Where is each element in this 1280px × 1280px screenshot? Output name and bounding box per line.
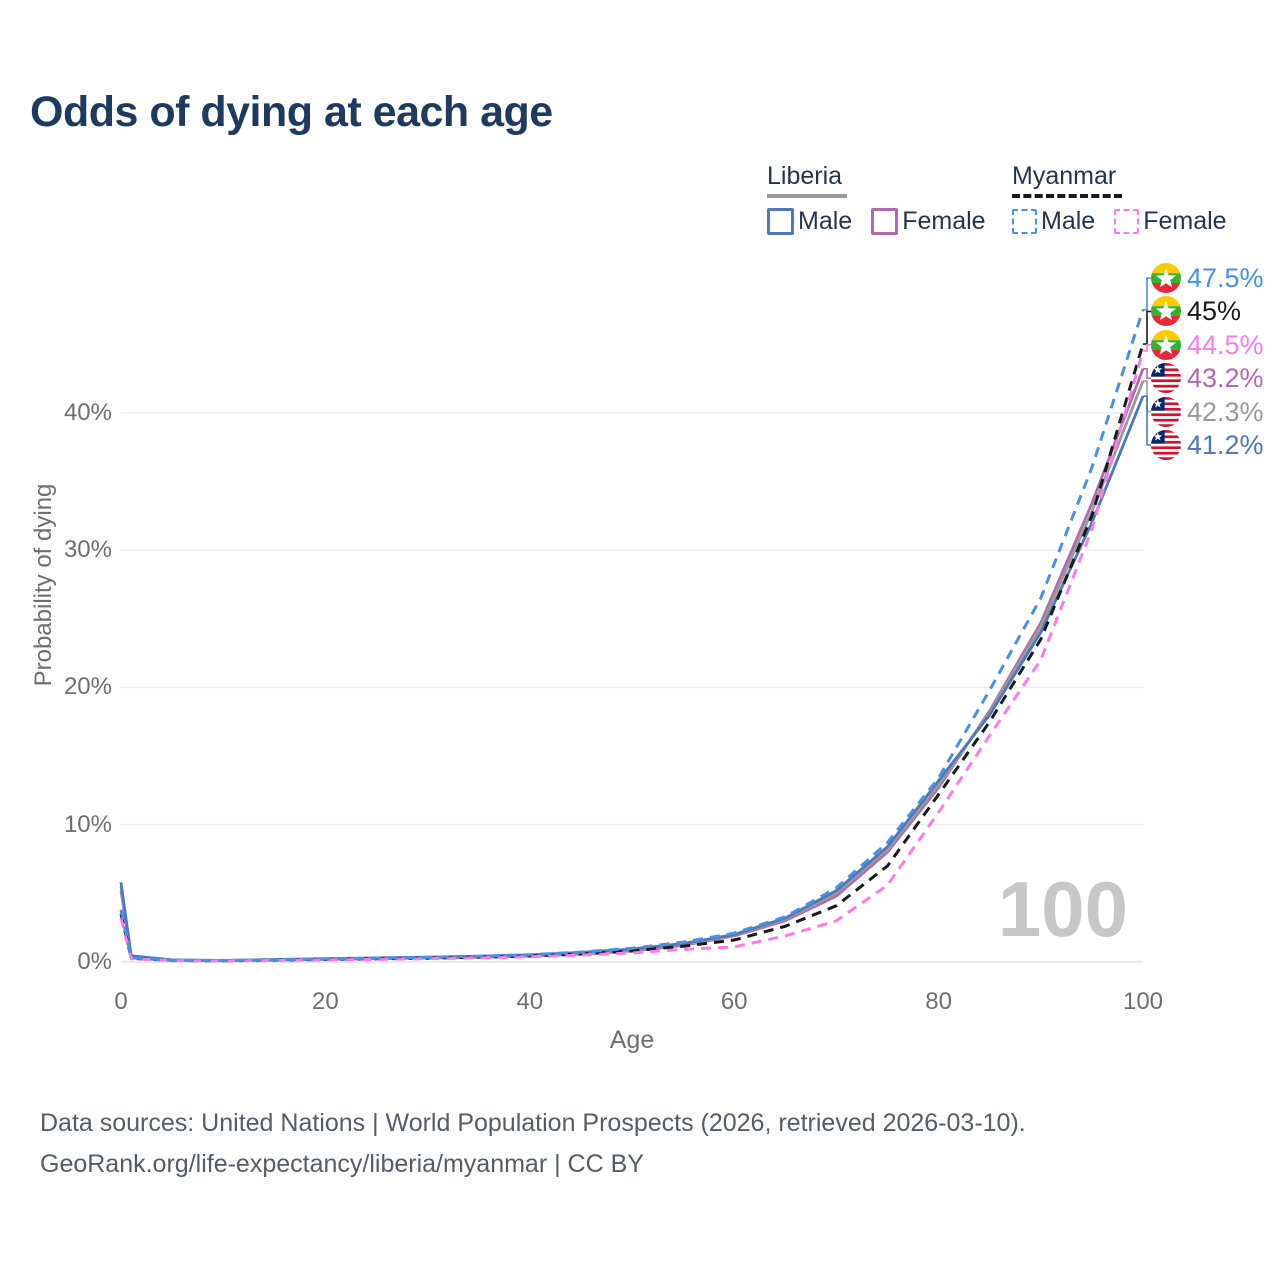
- footer-line-sources: Data sources: United Nations | World Pop…: [40, 1109, 1026, 1137]
- myanmar-male-swatch-icon: [1012, 209, 1037, 234]
- footer-line-attribution: GeoRank.org/life-expectancy/liberia/myan…: [40, 1150, 644, 1178]
- legend-item-label: Male: [798, 207, 853, 235]
- legend-item-liberia-male[interactable]: Male: [767, 207, 852, 236]
- legend-line-sample-liberia: [767, 194, 847, 198]
- legend-line-sample-myanmar: [1012, 194, 1122, 198]
- series-line-liberia-both: [119, 380, 1145, 962]
- end-label-connector: [1143, 277, 1151, 311]
- series-line-myanmar-both: [119, 343, 1145, 963]
- x-axis-title: Age: [609, 1026, 655, 1054]
- series-line-myanmar-female: [119, 350, 1145, 963]
- series-line-myanmar-male: [119, 309, 1145, 963]
- legend-item-label: Male: [1041, 207, 1096, 235]
- legend-item-myanmar-female[interactable]: Female: [1114, 207, 1227, 236]
- series-line-liberia-male: [119, 395, 1145, 962]
- legend-group-liberia: Liberia Male Female: [767, 162, 986, 236]
- age-watermark: 100: [997, 865, 1128, 953]
- legend-title-liberia: Liberia: [767, 162, 843, 190]
- end-label-connector: [1143, 395, 1151, 446]
- legend-item-label: Female: [902, 207, 986, 235]
- legend-item-liberia-female[interactable]: Female: [871, 207, 986, 236]
- end-label-connector: [1143, 344, 1151, 352]
- page-title: Odds of dying at each age: [30, 88, 553, 136]
- data-source-footer: Data sources: United Nations | World Pop…: [40, 1103, 1026, 1185]
- legend-item-myanmar-male[interactable]: Male: [1012, 207, 1095, 236]
- legend-group-myanmar: Myanmar Male Female: [1012, 162, 1227, 236]
- myanmar-female-swatch-icon: [1114, 209, 1140, 234]
- liberia-female-swatch-icon: [871, 208, 899, 235]
- end-label-connector: [1143, 310, 1151, 345]
- liberia-male-swatch-icon: [767, 208, 794, 235]
- end-label-connector: [1143, 368, 1151, 379]
- legend-item-label: Female: [1143, 207, 1227, 235]
- legend-title-myanmar: Myanmar: [1012, 162, 1117, 190]
- series-line-liberia-female: [119, 368, 1145, 962]
